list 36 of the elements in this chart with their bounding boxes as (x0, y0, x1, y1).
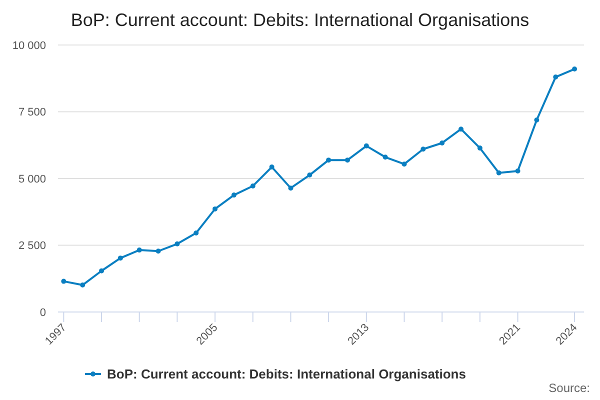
point (496, 170, 502, 176)
point (326, 158, 332, 163)
point (194, 230, 199, 236)
point (402, 162, 407, 167)
point (156, 248, 161, 254)
y-tick-label: 7 500 (18, 106, 46, 119)
point (288, 186, 294, 191)
point (440, 140, 445, 146)
point (477, 146, 482, 151)
point (269, 164, 274, 170)
point (250, 183, 256, 188)
source-note: Source: (548, 381, 590, 395)
point (99, 268, 104, 274)
point (212, 206, 218, 212)
y-tick-label: 5 000 (18, 173, 46, 186)
point (344, 158, 350, 163)
point (553, 74, 558, 80)
point (515, 168, 520, 174)
point (136, 248, 142, 253)
chart-title: BoP: Current account: Debits: International Organisations (70, 10, 530, 30)
point (307, 172, 312, 178)
point (174, 241, 180, 246)
point (364, 143, 369, 148)
point (458, 126, 464, 132)
point (382, 154, 388, 160)
point (572, 66, 578, 72)
y-tick-label: 0 (40, 306, 46, 319)
point (420, 146, 426, 152)
y-tick-label: 2 500 (18, 240, 46, 252)
point (231, 192, 236, 198)
point (80, 282, 86, 288)
legend-label: BoP: Current account: Debits: International Organisations (107, 366, 466, 382)
point (61, 278, 66, 284)
point (534, 118, 540, 123)
y-tick-label: 10 000 (12, 40, 46, 52)
point (118, 256, 123, 261)
